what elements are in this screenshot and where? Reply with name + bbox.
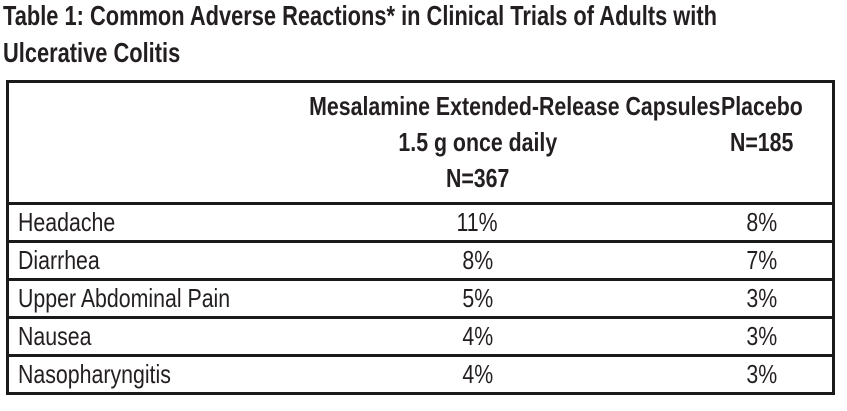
table-row: Headache 11% 8% bbox=[7, 202, 834, 243]
reaction-name: Nasopharyngitis bbox=[18, 359, 171, 389]
mesalamine-value: 4% bbox=[462, 359, 493, 389]
reaction-name: Headache bbox=[18, 207, 116, 237]
mesalamine-value: 11% bbox=[456, 207, 499, 237]
table-header-row: Mesalamine Extended-Release Capsules 1.5… bbox=[7, 80, 834, 205]
header-placebo-cell: Placebo N=185 bbox=[691, 80, 834, 205]
mesalamine-value-cell: 5% bbox=[263, 278, 692, 319]
placebo-value: 3% bbox=[746, 359, 778, 389]
mesalamine-value: 4% bbox=[462, 321, 493, 351]
header-reaction-cell bbox=[7, 80, 264, 205]
placebo-value-cell: 3% bbox=[691, 316, 834, 357]
reaction-name-cell: Headache bbox=[7, 202, 264, 243]
placebo-value: 7% bbox=[746, 245, 778, 275]
reaction-name-cell: Upper Abdominal Pain bbox=[7, 278, 264, 319]
mesalamine-value: 5% bbox=[462, 283, 493, 313]
header-placebo-line-2: N=185 bbox=[730, 127, 794, 157]
header-mesalamine-line-1: Mesalamine Extended-Release Capsules bbox=[308, 91, 720, 121]
table-row: Nasopharyngitis 4% 3% bbox=[7, 354, 834, 395]
mesalamine-value-cell: 8% bbox=[263, 240, 692, 281]
placebo-value-cell: 3% bbox=[691, 278, 834, 319]
reaction-name: Diarrhea bbox=[18, 245, 100, 275]
placebo-value: 3% bbox=[746, 321, 778, 351]
mesalamine-value-cell: 4% bbox=[263, 316, 692, 357]
table-title-line-2: Ulcerative Colitis bbox=[3, 37, 181, 68]
placebo-value-cell: 8% bbox=[691, 202, 834, 243]
reaction-name: Upper Abdominal Pain bbox=[18, 283, 231, 313]
header-placebo-line-1: Placebo bbox=[720, 91, 803, 121]
mesalamine-value: 8% bbox=[462, 245, 493, 275]
mesalamine-value-cell: 4% bbox=[263, 354, 692, 395]
header-mesalamine-line-2: 1.5 g once daily bbox=[398, 127, 557, 157]
reaction-name: Nausea bbox=[18, 321, 92, 351]
table-title-line-1: Table 1: Common Adverse Reactions* in Cl… bbox=[3, 0, 717, 31]
table-row: Upper Abdominal Pain 5% 3% bbox=[7, 278, 834, 319]
placebo-value: 3% bbox=[746, 283, 778, 313]
reaction-name-cell: Nausea bbox=[7, 316, 264, 357]
header-mesalamine-cell: Mesalamine Extended-Release Capsules 1.5… bbox=[263, 80, 720, 205]
table-row: Nausea 4% 3% bbox=[7, 316, 834, 357]
placebo-value: 8% bbox=[746, 207, 778, 237]
placebo-value-cell: 3% bbox=[691, 354, 834, 395]
adverse-reactions-table: Mesalamine Extended-Release Capsules 1.5… bbox=[6, 80, 835, 395]
table-title: Table 1: Common Adverse Reactions* in Cl… bbox=[3, 0, 847, 71]
placebo-value-cell: 7% bbox=[691, 240, 834, 281]
mesalamine-value-cell: 11% bbox=[263, 202, 692, 243]
reaction-name-cell: Nasopharyngitis bbox=[7, 354, 264, 395]
table-row: Diarrhea 8% 7% bbox=[7, 240, 834, 281]
reaction-name-cell: Diarrhea bbox=[7, 240, 264, 281]
header-mesalamine-line-3: N=367 bbox=[445, 163, 510, 193]
